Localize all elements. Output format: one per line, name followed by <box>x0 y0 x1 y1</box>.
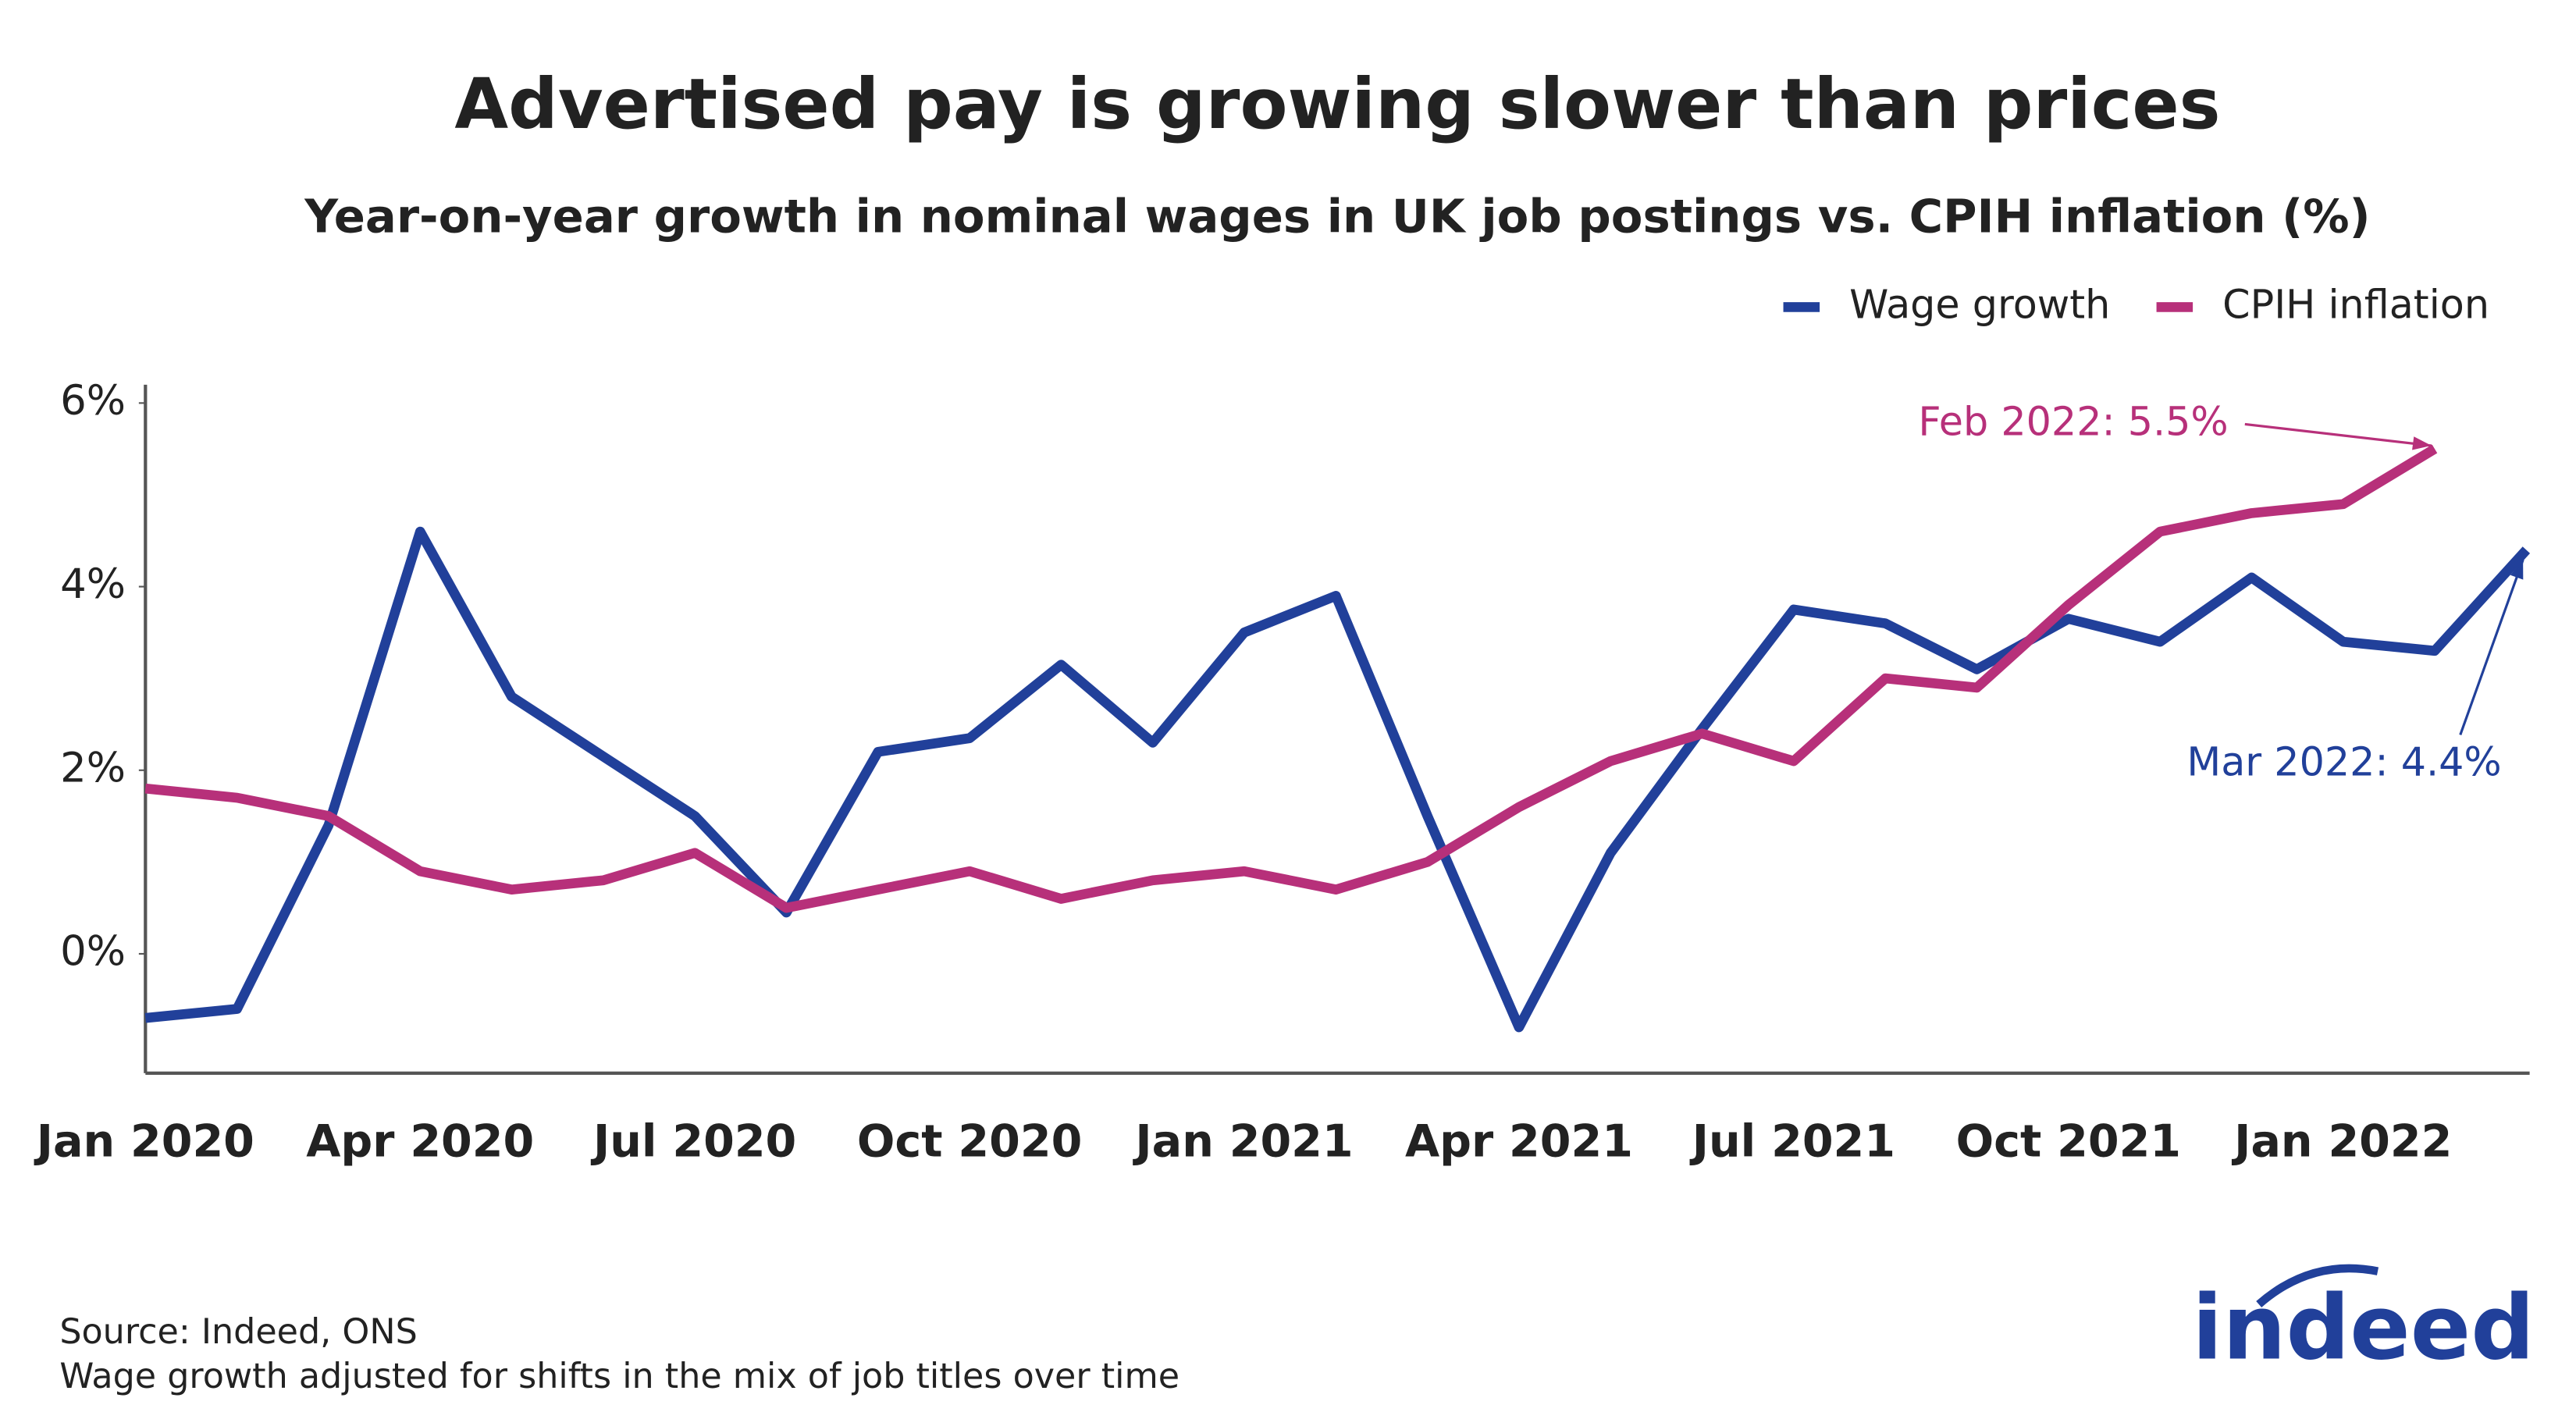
source: Source: Indeed, ONS <box>59 1312 417 1352</box>
x-tick-label: Jan 2020 <box>34 1115 254 1167</box>
annotation-arrowhead <box>2412 436 2432 450</box>
legend-label: Wage growth <box>1849 281 2110 327</box>
x-tick-label: Apr 2020 <box>306 1115 534 1167</box>
x-tick-label: Jul 2021 <box>1689 1115 1895 1167</box>
legend-label: CPIH inflation <box>2222 281 2489 327</box>
y-tick-label: 0% <box>60 928 126 976</box>
annotation: Mar 2022: 4.4% <box>2186 738 2501 784</box>
x-tick-label: Oct 2020 <box>857 1115 1082 1167</box>
y-tick-label: 6% <box>60 377 126 425</box>
annotation-arrow <box>2459 559 2524 735</box>
series-line <box>144 444 2438 913</box>
x-tick-label: Jul 2020 <box>590 1115 796 1167</box>
series-line <box>144 526 2531 1033</box>
annotation: Feb 2022: 5.5% <box>1918 398 2228 444</box>
logo: indeed <box>2192 1275 2535 1379</box>
y-tick-label: 4% <box>60 560 126 608</box>
annotation-arrowhead <box>2510 560 2524 580</box>
chart-title: Advertised pay is growing slower than pr… <box>454 64 2220 144</box>
x-tick-label: Jan 2021 <box>1132 1115 1353 1167</box>
annotation-arrow <box>2244 422 2432 447</box>
note: Wage growth adjusted for shifts in the m… <box>59 1357 1179 1396</box>
x-tick-label: Oct 2021 <box>1956 1115 2181 1167</box>
chart-subtitle: Year-on-year growth in nominal wages in … <box>304 189 2370 243</box>
logo-arc <box>2256 1264 2379 1307</box>
x-tick-label: Apr 2021 <box>1405 1115 1633 1167</box>
y-tick-label: 2% <box>60 744 126 791</box>
x-tick-label: Jan 2022 <box>2231 1115 2452 1167</box>
